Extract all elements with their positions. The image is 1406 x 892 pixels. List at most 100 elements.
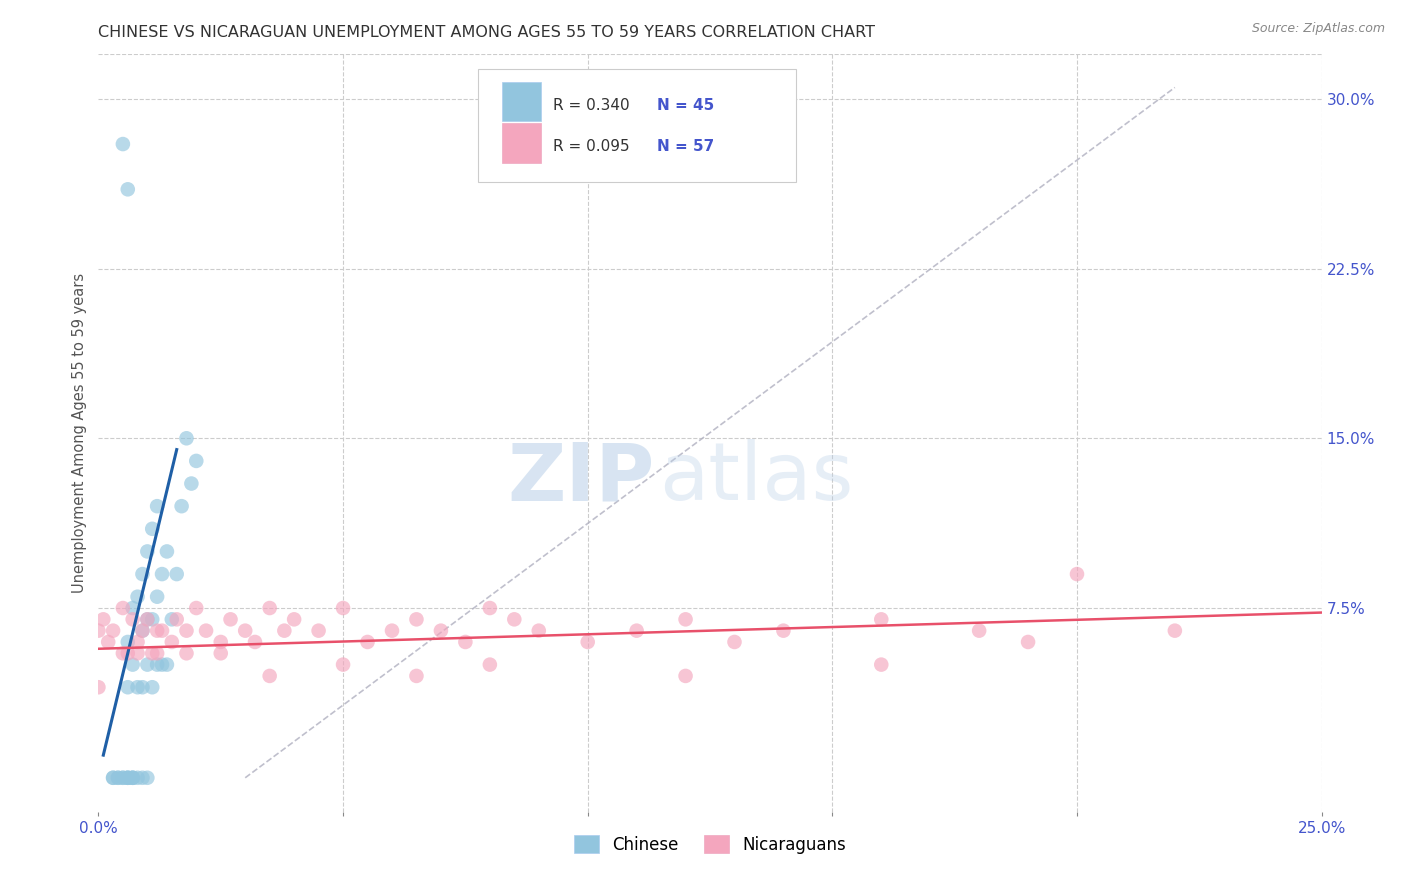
Point bbox=[381, 624, 404, 638]
Point bbox=[1066, 567, 1088, 582]
Point bbox=[141, 680, 163, 694]
Point bbox=[166, 567, 188, 582]
Point bbox=[166, 612, 188, 626]
Point bbox=[136, 544, 159, 558]
Point bbox=[146, 646, 169, 660]
Point bbox=[870, 612, 893, 626]
Point bbox=[127, 590, 149, 604]
Point bbox=[503, 612, 526, 626]
Point bbox=[131, 624, 153, 638]
Point bbox=[405, 669, 427, 683]
Point bbox=[478, 657, 501, 672]
Point bbox=[356, 635, 378, 649]
Point bbox=[527, 624, 550, 638]
Point bbox=[146, 624, 169, 638]
Point bbox=[136, 771, 159, 785]
Point bbox=[131, 624, 153, 638]
Point bbox=[209, 635, 232, 649]
Point bbox=[283, 612, 305, 626]
Text: Source: ZipAtlas.com: Source: ZipAtlas.com bbox=[1251, 22, 1385, 36]
Point bbox=[111, 601, 134, 615]
Point bbox=[141, 612, 163, 626]
Text: N = 57: N = 57 bbox=[658, 139, 714, 154]
Legend: Chinese, Nicaraguans: Chinese, Nicaraguans bbox=[568, 829, 852, 860]
Point bbox=[131, 680, 153, 694]
Point bbox=[111, 646, 134, 660]
Point bbox=[117, 680, 139, 694]
Point bbox=[967, 624, 990, 638]
Point bbox=[101, 771, 124, 785]
Point bbox=[186, 454, 208, 468]
Text: ZIP: ZIP bbox=[508, 439, 655, 517]
Point bbox=[209, 646, 232, 660]
Point bbox=[121, 771, 143, 785]
Point bbox=[146, 499, 169, 513]
Point bbox=[219, 612, 242, 626]
Point bbox=[243, 635, 266, 649]
Point bbox=[117, 635, 139, 649]
Point bbox=[101, 771, 124, 785]
Point bbox=[111, 771, 134, 785]
Point bbox=[131, 567, 153, 582]
Point bbox=[136, 657, 159, 672]
Point bbox=[160, 612, 183, 626]
Text: R = 0.340: R = 0.340 bbox=[554, 97, 630, 112]
Point bbox=[233, 624, 256, 638]
Point bbox=[478, 601, 501, 615]
FancyBboxPatch shape bbox=[502, 123, 541, 163]
Point bbox=[111, 771, 134, 785]
Point bbox=[97, 635, 120, 649]
Point bbox=[308, 624, 330, 638]
Text: atlas: atlas bbox=[658, 439, 853, 517]
Point bbox=[146, 657, 169, 672]
Text: CHINESE VS NICARAGUAN UNEMPLOYMENT AMONG AGES 55 TO 59 YEARS CORRELATION CHART: CHINESE VS NICARAGUAN UNEMPLOYMENT AMONG… bbox=[98, 25, 876, 40]
Point bbox=[430, 624, 453, 638]
Point bbox=[107, 771, 129, 785]
Point bbox=[332, 657, 354, 672]
Point bbox=[111, 136, 134, 151]
Point bbox=[273, 624, 295, 638]
Point bbox=[195, 624, 218, 638]
Point bbox=[141, 646, 163, 660]
Point bbox=[675, 669, 697, 683]
FancyBboxPatch shape bbox=[478, 69, 796, 183]
Text: R = 0.095: R = 0.095 bbox=[554, 139, 630, 154]
Point bbox=[87, 680, 110, 694]
Point bbox=[117, 771, 139, 785]
Point bbox=[150, 624, 173, 638]
Point bbox=[176, 431, 198, 445]
Point bbox=[772, 624, 794, 638]
Point bbox=[180, 476, 202, 491]
Point bbox=[127, 646, 149, 660]
Point bbox=[136, 612, 159, 626]
Point bbox=[186, 601, 208, 615]
Point bbox=[141, 522, 163, 536]
Point bbox=[626, 624, 648, 638]
Point bbox=[121, 612, 143, 626]
Point bbox=[259, 601, 281, 615]
Point bbox=[117, 646, 139, 660]
Point bbox=[121, 601, 143, 615]
Point bbox=[87, 624, 110, 638]
Point bbox=[405, 612, 427, 626]
Point bbox=[160, 635, 183, 649]
Point bbox=[1017, 635, 1039, 649]
Point bbox=[127, 635, 149, 649]
Point bbox=[121, 771, 143, 785]
FancyBboxPatch shape bbox=[502, 82, 541, 121]
Point bbox=[146, 590, 169, 604]
Point bbox=[170, 499, 193, 513]
Point bbox=[127, 680, 149, 694]
Point bbox=[176, 624, 198, 638]
Point bbox=[101, 624, 124, 638]
Point bbox=[131, 771, 153, 785]
Point bbox=[675, 612, 697, 626]
Point bbox=[454, 635, 477, 649]
Point bbox=[107, 771, 129, 785]
Point bbox=[121, 657, 143, 672]
Point bbox=[176, 646, 198, 660]
Point bbox=[259, 669, 281, 683]
Point bbox=[117, 771, 139, 785]
Point bbox=[156, 657, 179, 672]
Y-axis label: Unemployment Among Ages 55 to 59 years: Unemployment Among Ages 55 to 59 years bbox=[72, 273, 87, 592]
